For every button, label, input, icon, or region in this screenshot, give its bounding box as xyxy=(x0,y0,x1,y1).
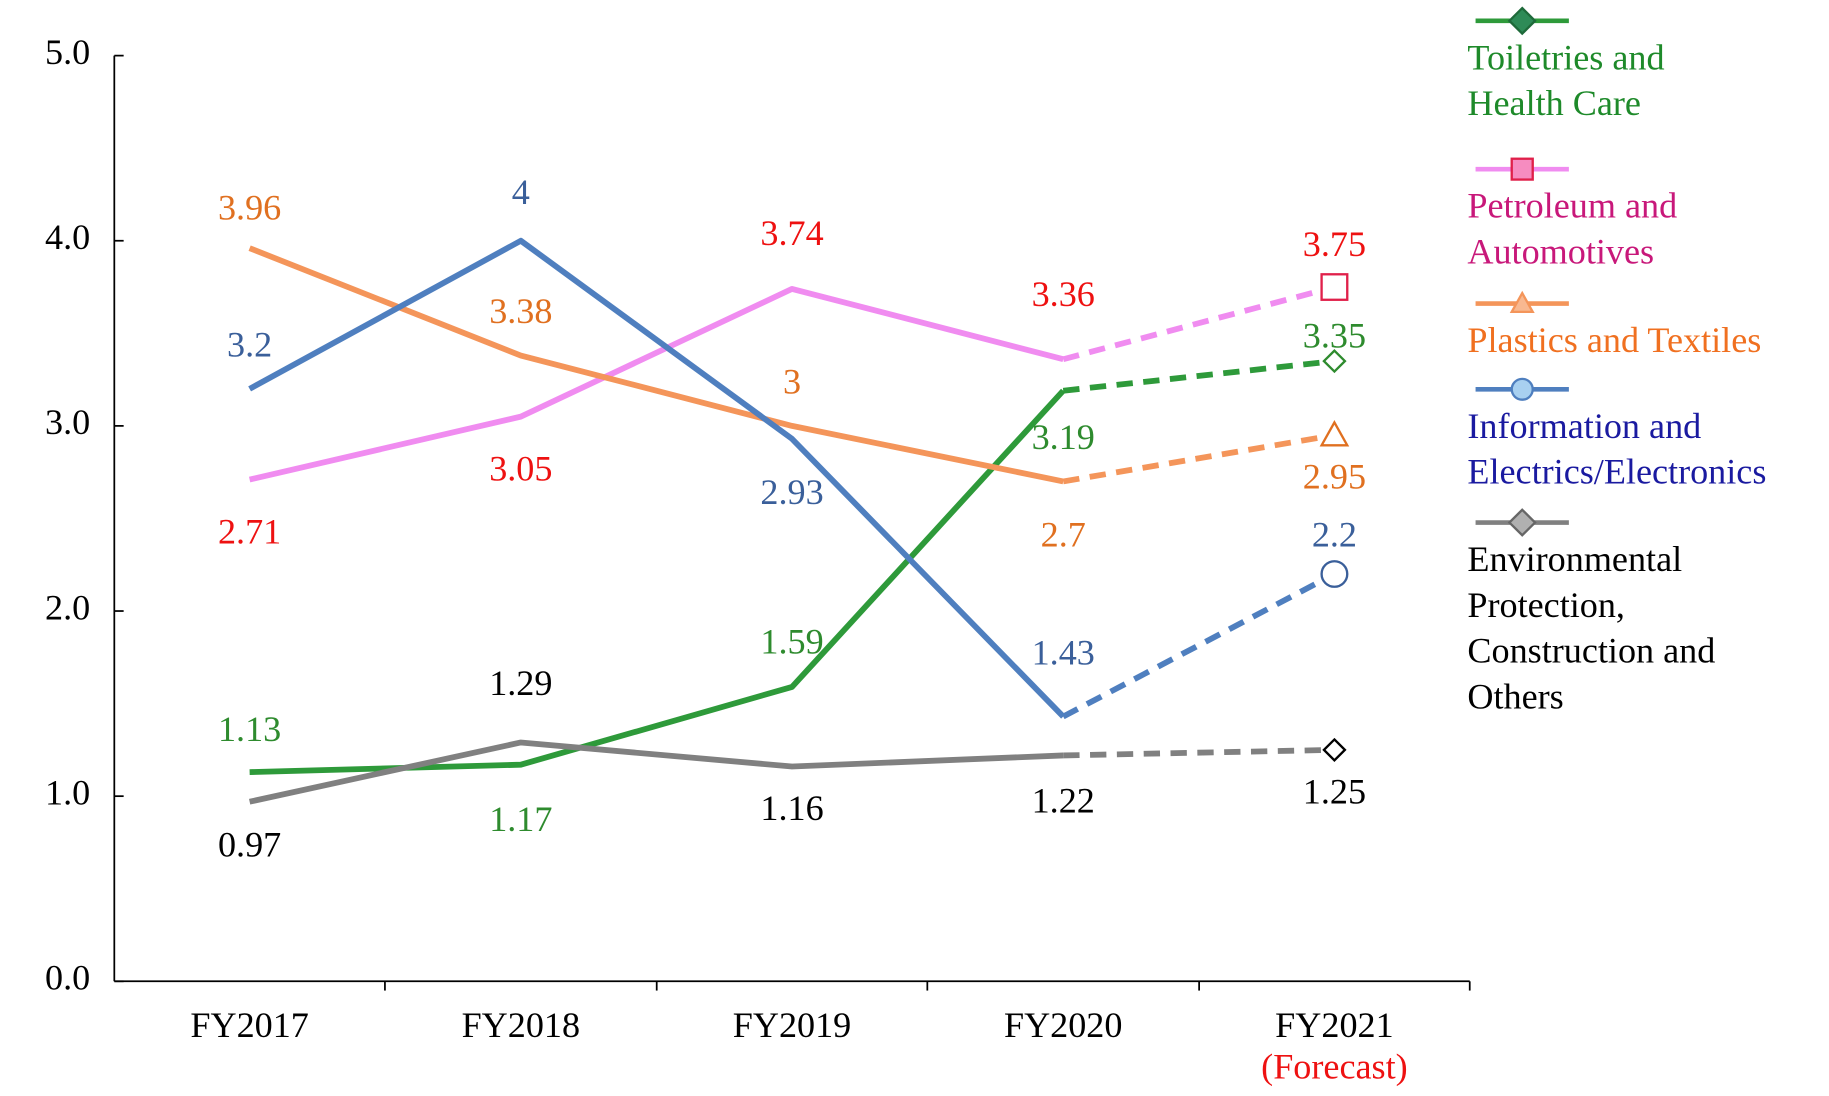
point-marker xyxy=(1320,273,1349,301)
y-tick-label: 3.0 xyxy=(45,402,90,442)
x-tick-label: FY2019 xyxy=(733,1005,851,1045)
x-tick-note: (Forecast) xyxy=(1261,1047,1407,1087)
series-line xyxy=(248,739,1064,805)
forecast-line xyxy=(1061,571,1336,720)
forecast-line xyxy=(1063,746,1335,759)
series-line xyxy=(248,245,1064,485)
y-tick-label: 5.0 xyxy=(45,32,90,72)
data-label: 3.19 xyxy=(1032,417,1095,457)
x-tick-label: FY2021 xyxy=(1275,1005,1393,1045)
data-label: 2.93 xyxy=(760,472,823,512)
y-tick-label: 4.0 xyxy=(45,217,90,257)
data-label: 3.38 xyxy=(489,291,552,331)
data-label: 2.95 xyxy=(1303,457,1366,497)
x-tick-label: FY2020 xyxy=(1004,1005,1122,1045)
forecast-line xyxy=(1062,284,1336,363)
y-tick-label: 2.0 xyxy=(45,587,90,627)
data-label: 1.43 xyxy=(1032,633,1095,673)
y-tick-label: 1.0 xyxy=(45,773,90,813)
data-label: 1.17 xyxy=(489,799,552,839)
legend-marker xyxy=(1509,290,1535,314)
data-label: 3 xyxy=(783,362,801,402)
x-tick-label: FY2017 xyxy=(190,1005,308,1045)
legend-label: Information and Electrics/Electronics xyxy=(1467,406,1766,492)
data-label: 1.22 xyxy=(1032,780,1095,820)
y-tick-label: 0.0 xyxy=(45,958,90,998)
data-label: 2.71 xyxy=(218,512,281,552)
data-label: 3.74 xyxy=(760,213,823,253)
point-marker xyxy=(1322,349,1347,374)
point-marker xyxy=(1319,420,1350,447)
forecast-line xyxy=(1062,358,1335,394)
data-label: 3.96 xyxy=(218,187,281,227)
data-label: 4 xyxy=(512,172,530,212)
data-label: 3.05 xyxy=(489,449,552,489)
forecast-line xyxy=(1062,432,1335,485)
data-label: 3.2 xyxy=(227,325,272,365)
data-label: 1.16 xyxy=(760,788,823,828)
point-marker xyxy=(1320,560,1349,588)
series-line xyxy=(248,285,1064,483)
legend-marker xyxy=(1510,157,1534,181)
legend-label: Environmental Protection, Construction and… xyxy=(1467,539,1715,716)
data-label: 1.13 xyxy=(218,709,281,749)
data-label: 2.2 xyxy=(1312,514,1357,554)
data-label: 1.59 xyxy=(760,622,823,662)
legend-label: Petroleum and Automotives xyxy=(1467,186,1677,272)
data-label: 2.7 xyxy=(1041,515,1086,555)
data-label: 3.35 xyxy=(1303,315,1366,355)
legend-label: Plastics and Textiles xyxy=(1467,320,1761,360)
data-label: 1.29 xyxy=(489,663,552,703)
point-marker xyxy=(1322,737,1347,762)
data-label: 1.25 xyxy=(1303,771,1366,811)
data-label: 3.36 xyxy=(1032,274,1095,314)
data-label: 0.97 xyxy=(218,824,281,864)
x-tick-label: FY2018 xyxy=(462,1005,580,1045)
legend-marker xyxy=(1507,6,1537,36)
legend-marker xyxy=(1510,377,1534,401)
data-label: 3.75 xyxy=(1303,224,1366,264)
legend-label: Toiletries and Health Care xyxy=(1467,38,1664,124)
legend-marker xyxy=(1507,508,1537,537)
series-line xyxy=(249,388,1066,775)
series-line xyxy=(248,237,1066,719)
